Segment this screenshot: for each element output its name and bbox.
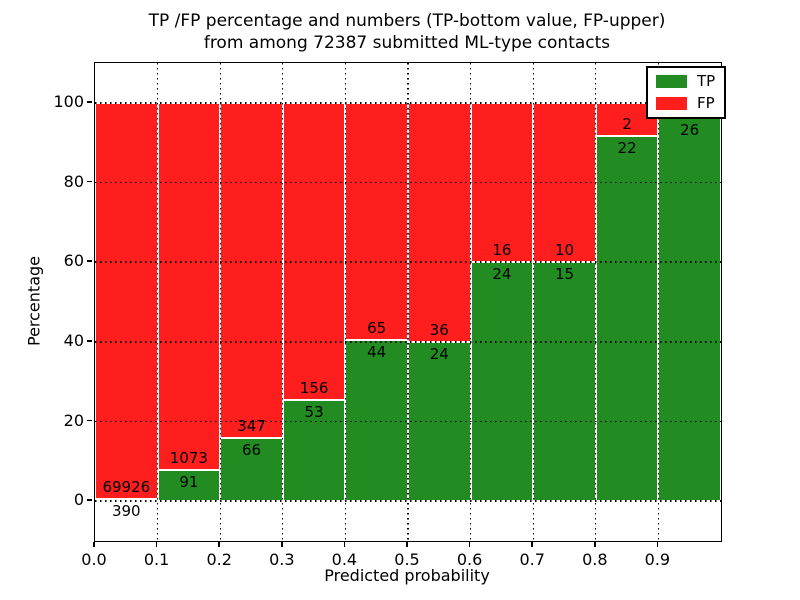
legend-label: TP bbox=[697, 72, 716, 90]
bar-segment-fp bbox=[282, 102, 346, 401]
bar-fp-count-label: 65 bbox=[367, 319, 387, 338]
bar-segment-fp bbox=[345, 102, 408, 341]
bar-tp-count-label: 66 bbox=[241, 440, 262, 459]
bar-fp-count-label: 156 bbox=[299, 379, 329, 398]
bar-segment-fp bbox=[157, 102, 221, 470]
bar-segment-tp bbox=[533, 262, 596, 502]
bar-tp-count-label: 15 bbox=[554, 265, 575, 284]
bar-tp-count-label: 44 bbox=[367, 343, 387, 362]
bar-tp-count-label: 22 bbox=[617, 139, 637, 157]
legend-label: FP bbox=[697, 94, 715, 112]
x-gridline bbox=[657, 63, 660, 541]
y-tick bbox=[87, 419, 92, 422]
x-tick bbox=[594, 542, 596, 547]
legend-item: TP bbox=[656, 74, 715, 89]
bar-tp-count-label: 53 bbox=[304, 403, 324, 422]
bar-fp-count-label: 2 bbox=[622, 115, 632, 133]
plot-area: 69926 390 1073 91 347 66 156 53 65 44 36 24 16 24 10 15… bbox=[94, 62, 722, 542]
y-tick bbox=[87, 260, 92, 262]
x-axis-label: Predicted probability bbox=[324, 566, 490, 585]
x-tick-label: 0.9 bbox=[644, 550, 671, 569]
y-tick bbox=[87, 180, 92, 183]
y-tick bbox=[87, 101, 92, 103]
bar-tp-count-label: 24 bbox=[492, 265, 512, 284]
x-gridline bbox=[469, 63, 472, 541]
x-tick bbox=[155, 542, 158, 547]
x-tick-label: 0.8 bbox=[582, 550, 608, 569]
legend-swatch-fp bbox=[656, 97, 687, 110]
x-tick-label: 0.1 bbox=[143, 550, 170, 569]
bar-tp-count-label: 390 bbox=[111, 501, 141, 520]
legend-item: FP bbox=[656, 96, 715, 111]
x-tick-label: 0.7 bbox=[519, 550, 545, 569]
bar-segment-tp bbox=[658, 117, 721, 502]
x-gridline bbox=[407, 63, 409, 541]
bar-fp-count-label: 1073 bbox=[169, 449, 208, 468]
x-tick-label: 0.0 bbox=[81, 550, 107, 569]
bar-segment-fp bbox=[95, 102, 158, 499]
y-tick-label: 60 bbox=[63, 251, 84, 271]
bar-segment-tp bbox=[595, 136, 659, 502]
legend: TP FP bbox=[646, 66, 727, 119]
bar-tp-count-label: 91 bbox=[179, 473, 199, 492]
x-gridline bbox=[595, 63, 597, 541]
y-tick-label: 80 bbox=[63, 171, 84, 191]
x-tick-label: 0.4 bbox=[331, 550, 358, 569]
x-tick bbox=[656, 542, 659, 547]
chart-title-line2: from among 72387 submitted ML-type conta… bbox=[203, 33, 611, 53]
x-tick bbox=[406, 542, 408, 547]
x-gridline bbox=[344, 63, 347, 541]
x-gridline bbox=[532, 63, 534, 541]
x-tick bbox=[343, 542, 346, 547]
y-tick bbox=[87, 340, 92, 342]
bar-segment-fp bbox=[595, 102, 659, 136]
x-tick bbox=[218, 542, 220, 547]
x-tick-label: 0.2 bbox=[206, 550, 232, 569]
x-tick-label: 0.6 bbox=[456, 550, 483, 569]
bar-fp-count-label: 10 bbox=[554, 241, 575, 260]
legend-swatch-tp bbox=[656, 75, 687, 88]
bar-segment-fp bbox=[220, 102, 283, 438]
x-tick-label: 0.3 bbox=[269, 550, 295, 569]
x-gridline bbox=[282, 63, 284, 541]
y-tick-label: 20 bbox=[63, 410, 84, 430]
y-tick-label: 100 bbox=[53, 91, 84, 111]
x-tick bbox=[531, 542, 533, 547]
bar-fp-count-label: 69926 bbox=[102, 477, 151, 496]
x-tick-label: 0.5 bbox=[394, 550, 420, 569]
bar-segment-fp bbox=[408, 102, 471, 342]
x-tick bbox=[93, 542, 95, 547]
x-tick bbox=[468, 542, 471, 547]
chart-title-line1: TP /FP percentage and numbers (TP-bottom… bbox=[148, 11, 666, 31]
bar-tp-count-label: 24 bbox=[429, 344, 449, 363]
y-tick-label: 0 bbox=[73, 490, 84, 510]
x-gridline bbox=[156, 63, 159, 541]
x-gridline bbox=[219, 63, 221, 541]
y-tick-label: 40 bbox=[63, 330, 84, 350]
bar-fp-count-label: 36 bbox=[429, 320, 449, 339]
bar-fp-count-label: 16 bbox=[492, 241, 512, 260]
y-tick bbox=[87, 499, 92, 501]
bar-segment-tp bbox=[470, 262, 534, 502]
bar-tp-count-label: 26 bbox=[680, 120, 700, 139]
bar-fp-count-label: 347 bbox=[237, 416, 266, 435]
x-tick bbox=[281, 542, 283, 547]
y-axis-label: Percentage bbox=[24, 255, 44, 347]
